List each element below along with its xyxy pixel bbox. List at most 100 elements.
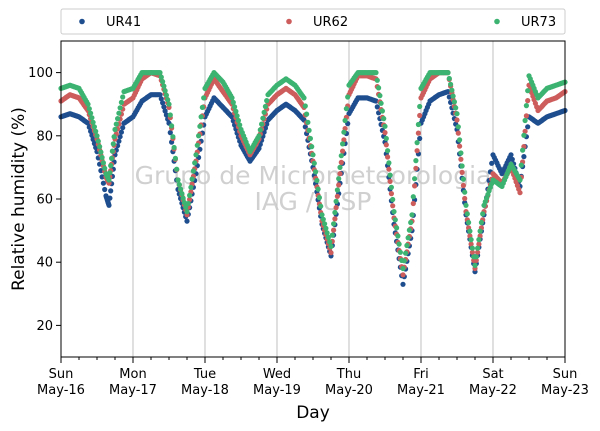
data-point [181,200,187,206]
data-point [91,124,97,130]
data-point [521,154,527,160]
data-point [453,105,459,111]
data-point [329,232,335,238]
x-tick-date: May-20 [325,383,373,398]
data-point [120,94,126,100]
data-point [233,108,239,114]
data-point [107,195,113,201]
data-point [408,219,414,226]
data-point [319,212,325,218]
data-point [382,123,388,129]
data-point [157,70,163,76]
data-point [194,142,200,148]
data-point [343,106,349,112]
data-point [338,153,344,159]
data-point [230,99,236,105]
data-point [469,245,475,251]
data-point [328,250,334,256]
data-point [261,109,267,115]
data-point [341,129,347,135]
data-point [478,219,484,226]
data-point [387,178,393,184]
data-point [417,135,423,142]
data-point [183,204,189,210]
data-point [88,110,94,116]
data-point [466,219,472,226]
data-point [467,228,473,234]
data-point [523,113,530,119]
data-point [412,183,418,189]
data-point [110,141,116,147]
data-point [457,143,463,149]
data-point [167,112,173,118]
x-tick-day: Sat [482,367,503,382]
data-point [189,176,195,182]
x-axis-title: Day [296,403,330,423]
data-point [383,135,389,142]
data-point [392,217,398,223]
data-point [415,130,421,136]
data-point [472,262,478,268]
y-tick-label: 20 [36,319,53,334]
data-point [445,70,451,76]
data-point [167,130,173,136]
data-point [102,165,108,171]
data-point [111,134,117,140]
plot-area [61,41,565,357]
y-axis-title: Relative humidity (%) [9,107,29,291]
data-point [395,233,401,239]
data-point [99,174,105,180]
data-point [327,239,333,245]
data-point [390,203,396,209]
data-point [109,148,115,154]
data-point [86,106,92,112]
data-point [476,237,482,243]
legend-marker-ur73 [494,18,500,25]
x-tick-date: May-21 [397,383,445,398]
data-point [99,154,105,161]
data-point [198,114,204,120]
data-point [162,108,168,114]
data-point [400,265,406,272]
data-point [108,188,114,194]
data-point [337,171,343,177]
data-point [112,126,118,133]
series-layer [58,70,568,287]
data-point [306,127,312,133]
data-point [517,177,523,183]
data-point [180,195,186,201]
data-point [521,132,527,138]
data-point [406,227,412,233]
data-point [390,196,396,203]
data-point [259,121,265,127]
data-point [163,92,169,98]
data-point [120,125,126,131]
data-point [318,203,324,209]
data-point [88,128,94,134]
data-point [109,155,115,161]
data-point [410,200,416,207]
data-point [463,202,469,208]
data-point [323,225,329,231]
legend: UR41 UR62 UR73 [60,8,566,35]
data-point [334,193,340,199]
data-point [262,103,268,110]
data-point [237,122,243,128]
data-point [89,115,95,121]
data-point [160,100,166,106]
data-point [386,166,392,172]
data-point [102,186,108,193]
x-tick-day: Tue [193,367,216,382]
x-tick-day: Mon [119,367,146,382]
data-point [523,103,530,109]
data-point [256,133,262,139]
data-point [264,121,270,127]
data-point [313,169,319,175]
x-tick-day: Wed [263,367,291,382]
legend-frame [60,8,566,35]
data-point [336,176,342,182]
data-point [172,155,178,161]
legend-marker-ur41 [79,18,85,25]
data-point [169,123,175,129]
data-point [315,186,321,192]
